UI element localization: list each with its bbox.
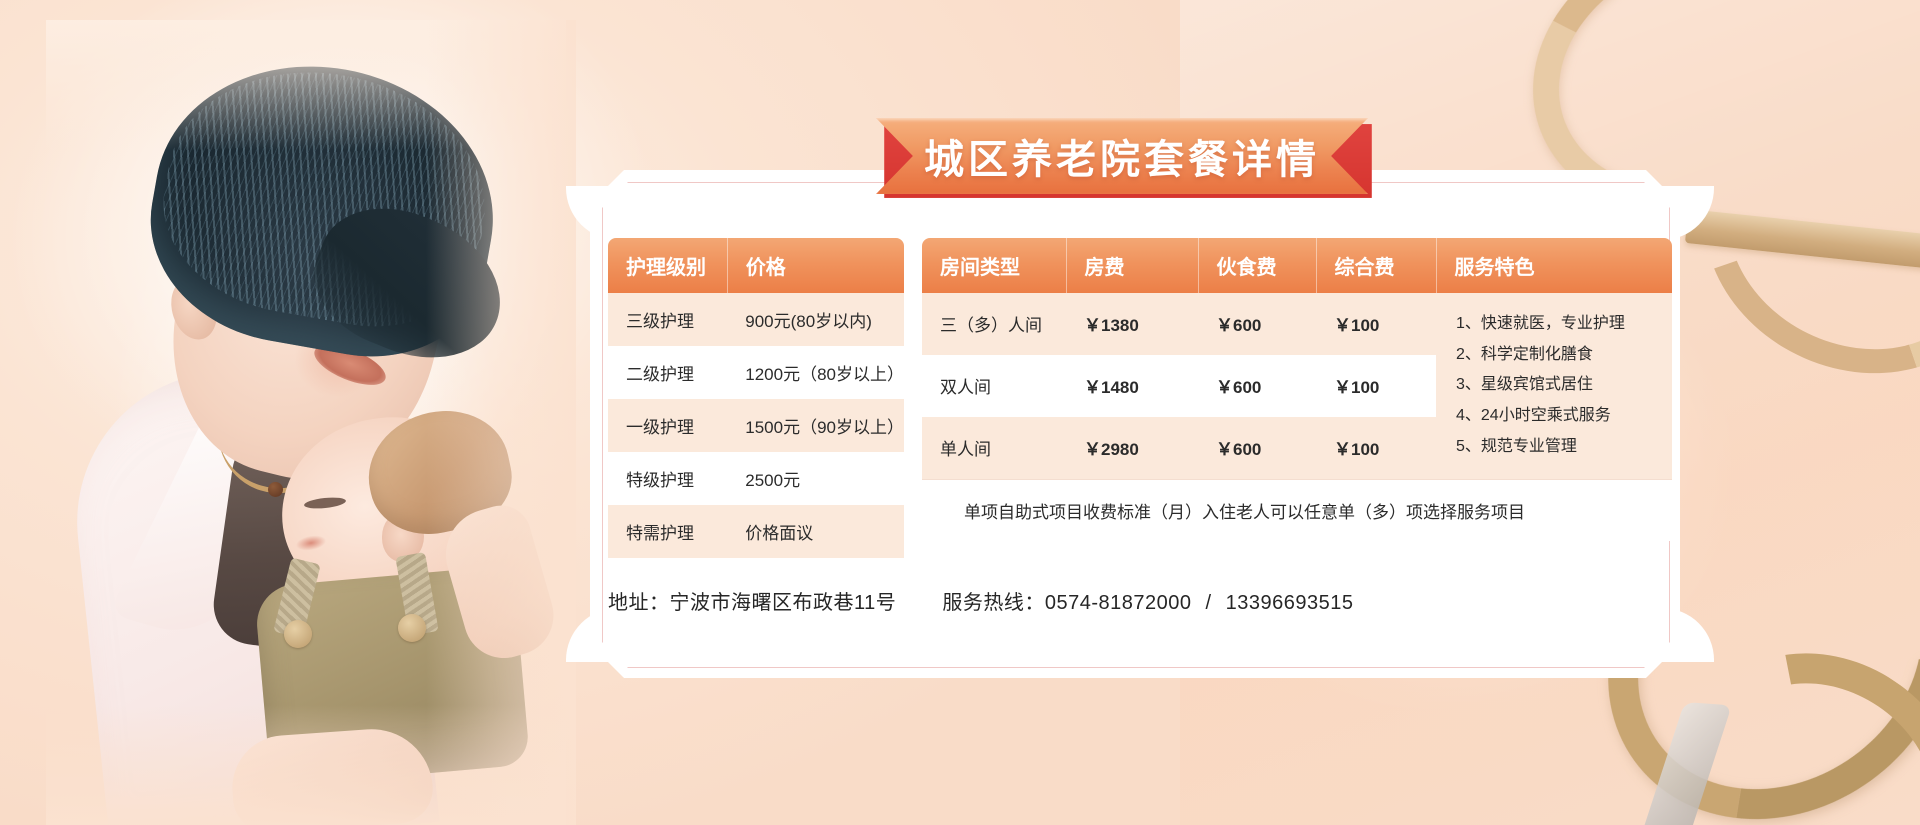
table-row: 双人间 ￥1480 ￥600 ￥100 <box>922 354 1672 417</box>
room-type-table: 房间类型 房费 伙食费 综合费 服务特色 三（多）人间 ￥1380 ￥600 ￥… <box>922 238 1672 541</box>
room-table-head: 房间类型 房费 伙食费 综合费 服务特色 <box>922 238 1672 293</box>
room-fee-value: ￥2980 <box>1066 416 1198 480</box>
care-level-value: 一级护理 <box>608 399 728 452</box>
room-table-body: 三（多）人间 ￥1380 ￥600 ￥100 1、快速就医，专业护理 2、科学定… <box>922 293 1672 541</box>
misc-fee-value: ￥100 <box>1316 416 1436 480</box>
photo-pendant <box>268 482 283 497</box>
care-table-head: 护理级别 价格 <box>608 238 904 293</box>
room-header-features: 服务特色 <box>1436 238 1672 293</box>
care-level-value: 特需护理 <box>608 505 728 558</box>
address-value: 宁波市海曙区布政巷11号 <box>669 592 897 614</box>
hotline-primary[interactable]: 0574-81872000 <box>1044 592 1192 614</box>
care-level-value: 二级护理 <box>608 346 728 399</box>
table-row: 特需护理 价格面议 <box>608 505 904 558</box>
list-item: 2、科学定制化膳食 <box>1456 345 1593 363</box>
address-label: 地址： <box>608 592 670 614</box>
page-title: 城区养老院套餐详情 <box>924 138 1320 182</box>
photo-overall-button-right <box>398 614 426 642</box>
room-type-value: 双人间 <box>922 354 1066 417</box>
care-header-price: 价格 <box>727 238 904 293</box>
photo-fade-right <box>426 20 576 825</box>
care-level-value: 三级护理 <box>608 293 728 346</box>
room-header-mealfee: 伙食费 <box>1198 238 1317 293</box>
care-header-level: 护理级别 <box>608 238 728 293</box>
list-item: 1、快速就医，专业护理 <box>1456 315 1625 332</box>
room-header-miscfee: 综合费 <box>1316 238 1437 293</box>
service-feature-list: 1、快速就医，专业护理 2、科学定制化膳食 3、星级宾馆式居住 4、24小时空乘… <box>1456 309 1672 463</box>
room-fee-value: ￥1480 <box>1066 354 1198 417</box>
table-row: 三（多）人间 ￥1380 ￥600 ￥100 1、快速就医，专业护理 2、科学定… <box>922 293 1672 480</box>
care-price-value: 2500元 <box>727 452 904 505</box>
room-table-note: 单项自助式项目收费标准（月）入住老人可以任意单（多）项选择服务项目 <box>922 478 1672 541</box>
misc-fee-value: ￥100 <box>1316 293 1436 355</box>
misc-fee-value: ￥100 <box>1316 354 1436 417</box>
hotline-secondary[interactable]: 13396693515 <box>1225 592 1354 614</box>
room-header-type: 房间类型 <box>922 238 1067 293</box>
room-type-value: 单人间 <box>922 416 1066 480</box>
meal-fee-value: ￥600 <box>1198 354 1316 417</box>
care-price-value: 1200元（80岁以上） <box>727 346 904 399</box>
hotline-separator: / <box>1205 592 1212 614</box>
service-features-cell: 1、快速就医，专业护理 2、科学定制化膳食 3、星级宾馆式居住 4、24小时空乘… <box>1436 293 1672 480</box>
table-row: 一级护理 1500元（90岁以上） <box>608 399 904 452</box>
care-price-value: 价格面议 <box>727 505 904 558</box>
title-banner: 城区养老院套餐详情 <box>876 118 1368 194</box>
contact-line: 地址：宁波市海曙区布政巷11号 服务热线：0574-81872000 / 13396… <box>608 586 1353 615</box>
table-row: 二级护理 1200元（80岁以上） <box>608 346 904 399</box>
list-item: 4、24小时空乘式服务 <box>1456 407 1611 425</box>
table-row: 单项自助式项目收费标准（月）入住老人可以任意单（多）项选择服务项目 <box>922 478 1672 541</box>
room-type-value: 三（多）人间 <box>922 293 1066 355</box>
hero-photo <box>46 20 576 825</box>
table-row: 三级护理 900元(80岁以内) <box>608 293 904 346</box>
care-table-body: 三级护理 900元(80岁以内) 二级护理 1200元（80岁以上） 一级护理 … <box>608 293 904 558</box>
meal-fee-value: ￥600 <box>1198 416 1316 480</box>
table-row: 单人间 ￥2980 ￥600 ￥100 <box>922 416 1672 480</box>
care-header-row: 护理级别 价格 <box>608 238 904 293</box>
room-header-roomfee: 房费 <box>1066 238 1199 293</box>
care-price-value: 900元(80岁以内) <box>727 293 904 346</box>
table-row: 特级护理 2500元 <box>608 452 904 505</box>
room-fee-value: ￥1380 <box>1066 293 1198 355</box>
list-item: 5、规范专业管理 <box>1456 437 1577 455</box>
care-price-value: 1500元（90岁以上） <box>727 399 904 452</box>
meal-fee-value: ￥600 <box>1198 293 1316 355</box>
room-header-row: 房间类型 房费 伙食费 综合费 服务特色 <box>922 238 1672 293</box>
care-level-value: 特级护理 <box>608 452 728 505</box>
photo-overall-button-left <box>284 620 312 648</box>
list-item: 3、星级宾馆式居住 <box>1456 376 1593 394</box>
care-level-table: 护理级别 价格 三级护理 900元(80岁以内) 二级护理 1200元（80岁以… <box>608 238 904 558</box>
hotline-label: 服务热线： <box>942 592 1045 614</box>
